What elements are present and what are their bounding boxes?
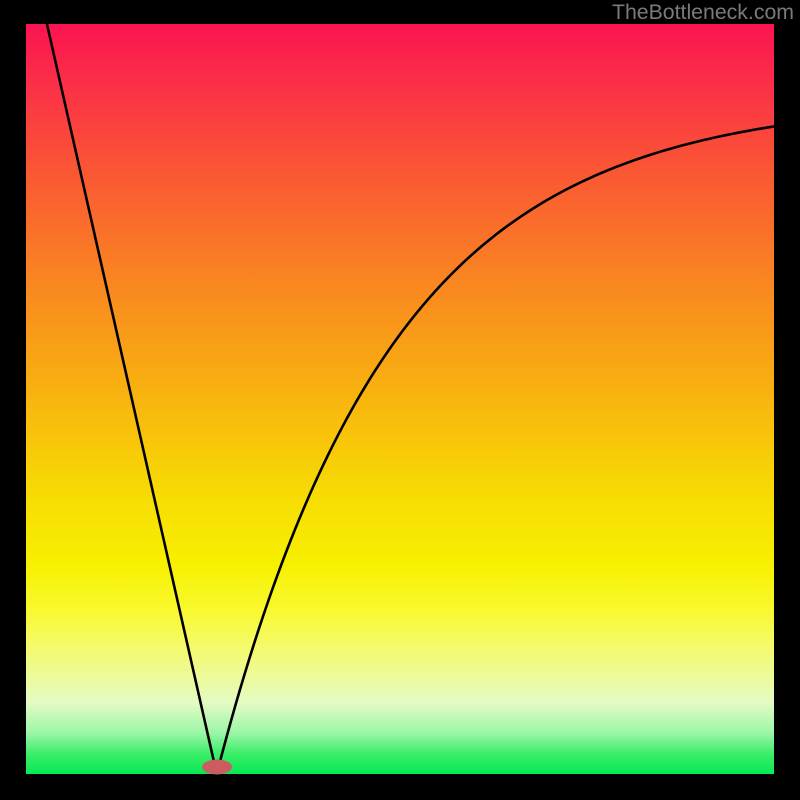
minimum-marker <box>202 760 232 775</box>
watermark-text: TheBottleneck.com <box>612 0 794 25</box>
plot-area <box>26 24 774 774</box>
figure-container: TheBottleneck.com <box>0 0 800 800</box>
gradient-background <box>26 24 774 774</box>
